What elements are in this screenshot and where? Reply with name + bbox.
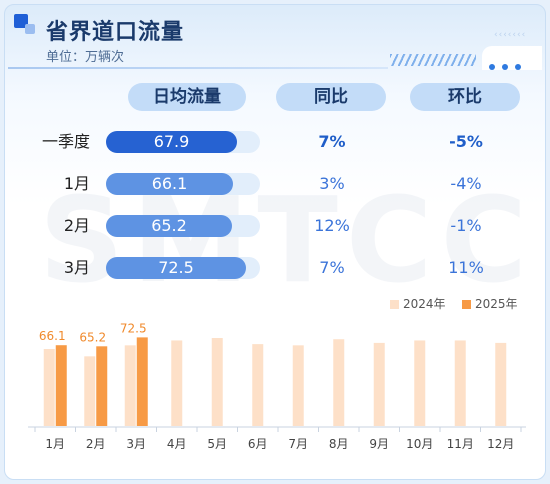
bar-track: 72.5 bbox=[106, 257, 260, 279]
value-bar: 65.2 bbox=[106, 215, 232, 237]
legend-swatch-2025 bbox=[462, 300, 471, 309]
x-tick-label: 10月 bbox=[406, 437, 433, 451]
row-label: 3月 bbox=[63, 258, 90, 277]
bar-2024-6 bbox=[252, 344, 264, 426]
bar-2024-5 bbox=[211, 338, 223, 426]
data-label-2025-2: 65.2 bbox=[79, 330, 106, 344]
unit-subtitle: 单位：万辆次 bbox=[46, 50, 125, 65]
bar-track: 65.2 bbox=[106, 215, 260, 237]
data-label-2025-3: 72.5 bbox=[120, 321, 147, 335]
x-tick-label: 11月 bbox=[447, 437, 474, 451]
bar-2024-3 bbox=[124, 345, 136, 426]
legend-swatch-2024 bbox=[390, 300, 399, 309]
x-tick-label: 4月 bbox=[167, 437, 187, 451]
row-label: 1月 bbox=[63, 174, 90, 193]
yoy-cell: 7% bbox=[319, 258, 345, 277]
bar-2024-7 bbox=[292, 345, 304, 426]
x-tick-label: 2月 bbox=[86, 437, 106, 451]
legend-label-2024: 2024年 bbox=[403, 297, 446, 311]
legend-label-2025: 2025年 bbox=[475, 297, 518, 311]
bar-2024-1 bbox=[43, 349, 55, 426]
logo-square-small-icon bbox=[25, 24, 35, 34]
yoy-cell: 7% bbox=[318, 132, 346, 151]
page-title: 省界道口流量 bbox=[46, 20, 185, 45]
bar-track: 66.1 bbox=[106, 173, 260, 195]
bar-2024-4 bbox=[171, 340, 183, 426]
x-tick-label: 12月 bbox=[487, 437, 514, 451]
x-tick-label: 6月 bbox=[248, 437, 268, 451]
row-label: 2月 bbox=[63, 216, 90, 235]
x-tick-label: 5月 bbox=[207, 437, 227, 451]
x-tick-label: 1月 bbox=[45, 437, 65, 451]
mom-cell: -5% bbox=[449, 132, 483, 151]
more-dots-icon bbox=[489, 55, 528, 74]
legend-2025: 2025年 bbox=[462, 297, 518, 311]
value-label: 67.9 bbox=[153, 132, 190, 151]
bar-2024-2 bbox=[84, 356, 96, 426]
logo-square-icon bbox=[14, 14, 28, 28]
bar-2024-8 bbox=[333, 339, 345, 426]
value-bar: 66.1 bbox=[106, 173, 233, 195]
x-tick-label: 9月 bbox=[369, 437, 389, 451]
chevrons-decoration-icon: ‹‹‹‹‹‹‹ bbox=[494, 30, 527, 40]
mom-cell: -4% bbox=[450, 174, 482, 193]
column-header-yoy: 同比 bbox=[276, 83, 386, 111]
bar-2025-2 bbox=[96, 346, 108, 426]
bar-2024-9 bbox=[373, 342, 385, 426]
bar-2025-3 bbox=[136, 337, 148, 426]
bar-2024-12 bbox=[495, 342, 507, 426]
value-bar: 72.5 bbox=[106, 257, 246, 279]
yoy-cell: 12% bbox=[314, 216, 350, 235]
bar-track: 67.9 bbox=[106, 131, 260, 153]
yoy-cell: 3% bbox=[319, 174, 345, 193]
value-label: 65.2 bbox=[151, 216, 187, 235]
x-tick-label: 7月 bbox=[288, 437, 308, 451]
bar-2024-11 bbox=[454, 340, 466, 426]
value-label: 72.5 bbox=[158, 258, 194, 277]
mom-cell: -1% bbox=[450, 216, 482, 235]
x-tick-label: 8月 bbox=[329, 437, 349, 451]
row-label: 一季度 bbox=[41, 132, 90, 151]
column-header-mom: 环比 bbox=[410, 83, 520, 111]
data-label-2025-1: 66.1 bbox=[39, 329, 66, 343]
bar-2024-10 bbox=[414, 340, 426, 426]
bar-2025-1 bbox=[55, 345, 67, 426]
value-bar: 67.9 bbox=[106, 131, 237, 153]
value-label: 66.1 bbox=[151, 174, 188, 193]
column-header-daily: 日均流量 bbox=[128, 83, 246, 111]
mom-cell: 11% bbox=[448, 258, 484, 277]
x-tick-label: 3月 bbox=[126, 437, 146, 451]
decorative-hatch-icon bbox=[390, 54, 476, 66]
legend-2024: 2024年 bbox=[390, 297, 446, 311]
header-divider bbox=[8, 67, 388, 69]
